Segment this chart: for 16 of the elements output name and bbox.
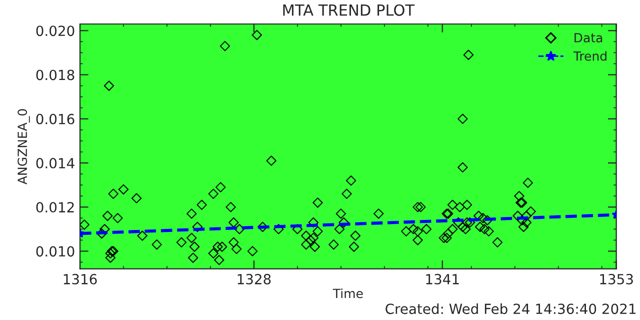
x-tick-label: 1328 — [238, 274, 271, 284]
x-axis-title: Time — [332, 288, 363, 298]
y-tick-label: 0.014 — [36, 158, 74, 168]
chart-title: MTA TREND PLOT — [283, 4, 415, 16]
x-tick-label: 1353 — [600, 274, 633, 284]
legend-label: Trend — [573, 51, 606, 61]
x-tick-label: 1341 — [426, 274, 459, 284]
legend-label: Data — [574, 33, 602, 42]
y-tick-label: 0.018 — [36, 70, 74, 80]
y-tick-label: 0.020 — [36, 26, 74, 36]
y-tick-label: 0.012 — [36, 202, 74, 213]
x-tick-label: 1316 — [64, 274, 97, 284]
y-tick-label: 0.010 — [36, 246, 74, 257]
text: Created: Wed Feb 24 14:36:40 2021 — [386, 303, 636, 314]
y-tick-label: 0.016 — [36, 114, 74, 124]
y-axis-title: ANGZNEA_0 — [18, 109, 30, 184]
